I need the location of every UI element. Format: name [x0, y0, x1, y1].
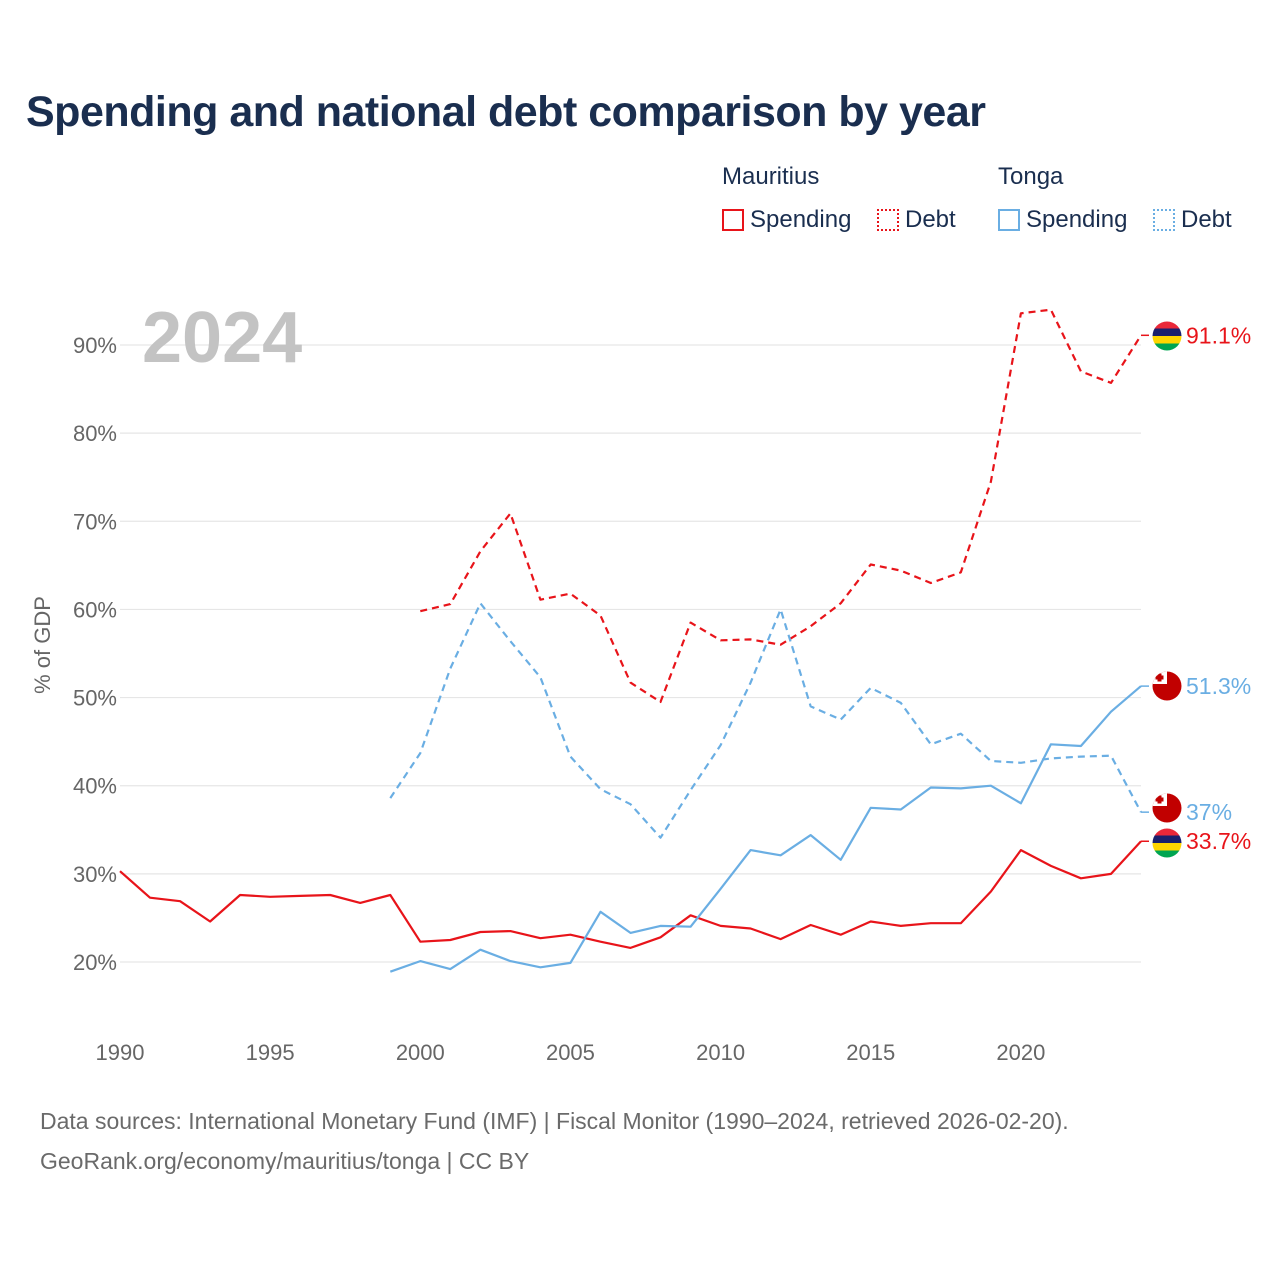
x-tick-label: 2020: [996, 1040, 1045, 1065]
x-tick-label: 2005: [546, 1040, 595, 1065]
x-tick-label: 2015: [846, 1040, 895, 1065]
gridlines: [120, 344, 1141, 963]
attribution-line: GeoRank.org/economy/mauritius/tonga | CC…: [40, 1148, 530, 1174]
series: [119, 308, 1142, 973]
series-line-mauritius-debt[interactable]: [420, 308, 1142, 704]
legend-label-mauritius-spending: Spending: [750, 206, 852, 233]
legend-item-mauritius-spending[interactable]: Spending: [722, 204, 851, 236]
year-watermark: 2024: [142, 298, 302, 378]
y-tick-label: 80%: [73, 421, 117, 446]
legend-label-tonga-spending: Spending: [1026, 206, 1128, 233]
end-value-label: 91.1%: [1186, 322, 1251, 348]
legend-label-mauritius-debt: Debt: [905, 206, 956, 233]
x-tick-label: 1990: [96, 1040, 145, 1065]
y-tick-label: 40%: [73, 774, 117, 799]
mauritius-flag-icon: [1152, 321, 1182, 351]
legend-item-mauritius-debt[interactable]: Debt: [877, 204, 956, 236]
y-tick-label: 70%: [73, 509, 117, 534]
chart-title: Spending and national debt comparison by…: [26, 88, 986, 136]
series-line-tonga-spending[interactable]: [389, 685, 1142, 973]
end-markers: 33.7% 91.1% 51.3% 37%: [1141, 322, 1251, 854]
legend-swatch-tonga-spending: [998, 209, 1020, 231]
y-tick-label: 50%: [73, 686, 117, 711]
tonga-flag-icon: [1152, 671, 1182, 701]
mauritius-flag-icon: [1152, 828, 1182, 858]
legend-item-tonga-debt[interactable]: Debt: [1153, 204, 1232, 236]
series-line-mauritius-spending[interactable]: [119, 840, 1142, 950]
x-tick-label: 1995: [246, 1040, 295, 1065]
y-tick-label: 20%: [73, 950, 117, 975]
legend-swatch-mauritius-spending: [722, 209, 744, 231]
legend-swatch-mauritius-debt: [877, 209, 899, 231]
y-axis-label: % of GDP: [30, 596, 55, 694]
y-tick-label: 60%: [73, 597, 117, 622]
legend-country-mauritius: Mauritius: [722, 163, 820, 190]
x-axis-ticks: 1990 1995 2000 2005 2010 2015 2020: [96, 1040, 1046, 1065]
source-line: Data sources: International Monetary Fun…: [40, 1108, 1069, 1134]
end-value-label: 51.3%: [1186, 673, 1251, 699]
legend-item-tonga-spending[interactable]: Spending: [998, 204, 1127, 236]
series-line-tonga-debt[interactable]: [389, 602, 1142, 839]
legend-swatch-tonga-debt: [1153, 209, 1175, 231]
x-tick-label: 2000: [396, 1040, 445, 1065]
y-tick-label: 30%: [73, 862, 117, 887]
x-tick-label: 2010: [696, 1040, 745, 1065]
y-axis-ticks: 20% 30% 40% 50% 60% 70% 80% 90%: [73, 333, 117, 975]
tonga-flag-icon: [1152, 793, 1182, 823]
end-value-label: 37%: [1186, 799, 1232, 825]
y-tick-label: 90%: [73, 333, 117, 358]
legend-country-tonga: Tonga: [998, 163, 1064, 190]
legend-label-tonga-debt: Debt: [1181, 206, 1232, 233]
end-value-label: 33.7%: [1186, 828, 1251, 854]
